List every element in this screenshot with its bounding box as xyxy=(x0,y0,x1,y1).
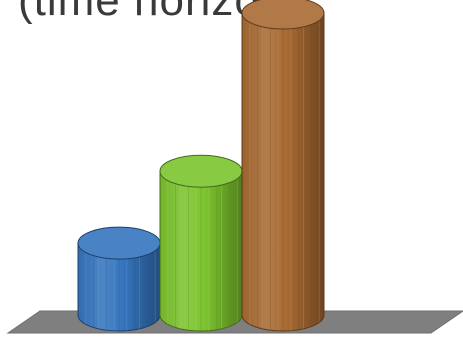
chart-bar-3 xyxy=(241,0,325,332)
chart-bar-1 xyxy=(77,226,161,332)
chart-bar-body xyxy=(77,242,161,332)
chart-bar-body xyxy=(241,12,325,332)
chart-bar-top xyxy=(159,154,243,188)
chart-bar-top xyxy=(77,226,161,260)
chart-bar-texture xyxy=(85,250,156,331)
chart-bar-top xyxy=(241,0,325,30)
chart-bar-texture xyxy=(249,20,320,331)
chart-bar-texture xyxy=(167,178,238,331)
chart-bars xyxy=(77,0,325,332)
chart-bar-2 xyxy=(159,154,243,332)
chart-bar-body xyxy=(159,170,243,332)
